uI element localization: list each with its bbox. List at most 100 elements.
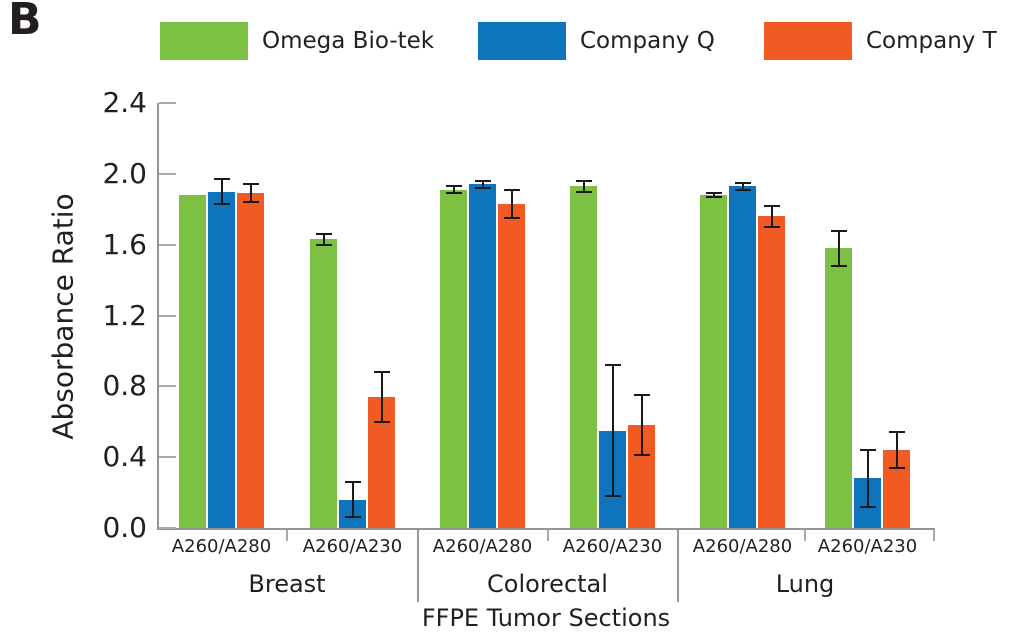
error-bar-cap-bottom xyxy=(859,505,876,508)
error-bar-cap-top xyxy=(734,181,751,184)
y-tick-mark xyxy=(159,527,176,529)
group-label: Colorectal xyxy=(487,570,608,598)
y-tick-mark xyxy=(159,385,176,388)
y-tick-label: 2.0 xyxy=(102,156,147,190)
error-bar xyxy=(837,230,840,266)
bar xyxy=(310,239,337,528)
error-bar-cap-top xyxy=(859,449,876,452)
error-bar-cap-top xyxy=(242,183,259,186)
error-bar-cap-top xyxy=(344,480,361,483)
error-bar-cap-bottom xyxy=(213,202,230,205)
error-bar xyxy=(866,450,869,507)
group-separator xyxy=(676,530,679,602)
subgroup-label: A260/A280 xyxy=(171,536,272,557)
error-bar-cap-top xyxy=(604,364,621,367)
error-bar-cap-top xyxy=(373,371,390,374)
bar xyxy=(440,189,467,528)
subgroup-label: A260/A280 xyxy=(432,536,533,557)
bar xyxy=(237,193,264,528)
subgroup-label: A260/A280 xyxy=(692,536,793,557)
error-bar-cap-top xyxy=(474,179,491,182)
error-bar-cap-top xyxy=(830,229,847,232)
error-bar-cap-top xyxy=(315,233,332,236)
legend-label: Company Q xyxy=(580,28,715,54)
y-tick-mark xyxy=(159,456,176,459)
error-bar-cap-bottom xyxy=(604,495,621,498)
legend-label: Company T xyxy=(866,28,997,54)
legend-swatch xyxy=(160,22,248,60)
bar xyxy=(700,195,727,528)
error-bar xyxy=(895,432,898,468)
subgroup-label: A260/A230 xyxy=(302,536,403,557)
error-bar-cap-bottom xyxy=(503,217,520,220)
error-bar-cap-top xyxy=(633,394,650,397)
y-tick-mark xyxy=(159,102,176,104)
bar xyxy=(469,184,496,528)
bar xyxy=(758,216,785,528)
subgroup-label: A260/A230 xyxy=(817,536,918,557)
error-bar xyxy=(770,205,773,227)
y-tick-label: 1.2 xyxy=(102,298,147,332)
error-bar-cap-bottom xyxy=(344,516,361,519)
panel-label: B xyxy=(8,0,42,45)
error-bar-cap-bottom xyxy=(830,264,847,267)
bar xyxy=(498,203,525,528)
error-bar-cap-bottom xyxy=(474,187,491,189)
y-axis-line xyxy=(157,103,159,530)
error-bar xyxy=(351,481,354,518)
error-bar xyxy=(249,184,252,203)
error-bar-cap-top xyxy=(445,185,462,188)
error-bar-cap-bottom xyxy=(633,454,650,457)
bar xyxy=(208,191,235,528)
error-bar-cap-bottom xyxy=(242,201,259,204)
legend-label: Omega Bio-tek xyxy=(262,28,435,54)
error-bar xyxy=(582,180,585,192)
error-bar xyxy=(380,372,383,422)
bar xyxy=(729,186,756,528)
error-bar-cap-bottom xyxy=(734,188,751,191)
x-tick-mark xyxy=(804,530,806,541)
error-bar xyxy=(712,193,715,197)
group-label: Breast xyxy=(248,570,326,598)
error-bar-cap-bottom xyxy=(373,420,390,423)
x-tick-mark xyxy=(546,530,549,541)
error-bar-cap-bottom xyxy=(445,192,462,195)
legend-swatch xyxy=(764,22,852,60)
error-bar-cap-top xyxy=(213,178,230,181)
y-tick-label: 0.0 xyxy=(102,511,147,544)
error-bar-cap-bottom xyxy=(763,225,780,228)
legend-item: Company Q xyxy=(478,22,715,60)
x-tick-mark xyxy=(933,530,935,541)
error-bar xyxy=(220,179,223,204)
error-bar xyxy=(322,234,325,245)
error-bar-cap-top xyxy=(888,431,905,434)
y-tick-label: 0.8 xyxy=(102,369,147,403)
error-bar xyxy=(481,180,484,188)
group-separator xyxy=(416,530,419,602)
legend: Omega Bio-tek Company Q Company T xyxy=(0,0,1024,70)
y-tick-mark xyxy=(159,314,176,317)
error-bar-cap-bottom xyxy=(888,466,905,469)
error-bar-cap-top xyxy=(575,179,592,182)
error-bar-cap-bottom xyxy=(705,195,722,198)
error-bar xyxy=(640,395,643,456)
error-bar-cap-top xyxy=(705,192,722,195)
error-bar-cap-top xyxy=(503,188,520,191)
y-tick-label: 2.4 xyxy=(102,86,147,119)
x-tick-mark xyxy=(286,530,288,541)
bar xyxy=(825,248,852,528)
y-tick-mark xyxy=(159,243,176,246)
legend-item: Omega Bio-tek xyxy=(160,22,434,60)
legend-item: Company T xyxy=(764,22,997,60)
bar xyxy=(179,195,206,528)
error-bar-cap-top xyxy=(763,204,780,207)
error-bar-cap-bottom xyxy=(575,190,592,193)
error-bar xyxy=(611,365,614,497)
error-bar xyxy=(510,189,513,219)
y-tick-label: 1.6 xyxy=(102,227,147,261)
legend-swatch xyxy=(478,22,566,60)
error-bar xyxy=(741,182,744,190)
bar xyxy=(570,186,597,528)
y-tick-label: 0.4 xyxy=(102,440,147,474)
